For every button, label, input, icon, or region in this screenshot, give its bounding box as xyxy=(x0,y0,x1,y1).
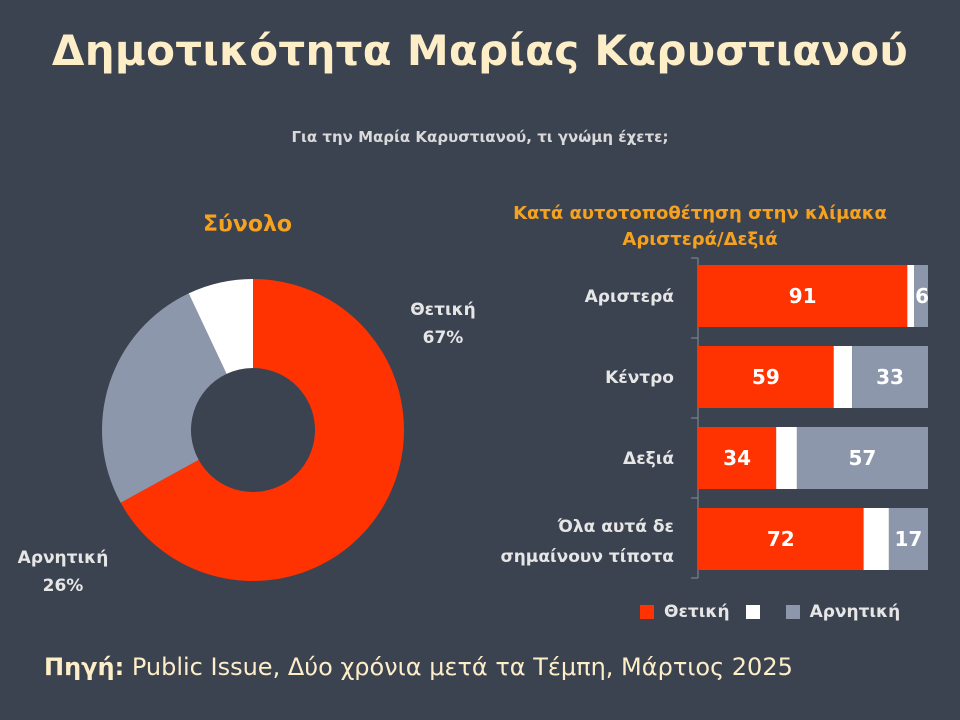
source-note: Πηγή: Public Issue, Δύο χρόνια μετά τα Τ… xyxy=(44,653,793,681)
survey-question: Για την Μαρία Καρυστιανού, τι γνώμη έχετ… xyxy=(291,128,669,146)
bar-segment-Θετική xyxy=(698,427,777,489)
donut-label-negative: Αρνητική 26% xyxy=(5,544,121,600)
donut-slice-Θετική xyxy=(120,279,405,581)
source-label: Πηγή: xyxy=(44,653,125,681)
legend-item-negative: Αρνητική xyxy=(785,602,901,622)
bar-value-label: 33 xyxy=(876,365,904,389)
source-text: Public Issue, Δύο χρόνια μετά τα Τέμπη, … xyxy=(131,653,793,681)
category-label: Δεξιά xyxy=(623,449,674,469)
bar-value-label: 34 xyxy=(723,446,751,470)
bar-value-label: 91 xyxy=(789,284,817,308)
donut-chart-title: Σύνολο xyxy=(202,212,293,237)
bar-segment-Αρνητική xyxy=(888,508,928,570)
bar-value-label: 59 xyxy=(752,365,780,389)
bar-segment-neutral xyxy=(776,427,797,489)
bar-segment-Θετική xyxy=(698,508,864,570)
bar-segment-Θετική xyxy=(698,265,908,327)
legend-swatch-positive xyxy=(640,605,654,619)
legend-swatch-neutral xyxy=(745,605,760,619)
category-label: Όλα αυτά δε σημαίνουν τίποτα xyxy=(500,517,674,567)
category-label: Κέντρο xyxy=(605,368,674,388)
legend: Θετική Αρνητική xyxy=(640,602,916,622)
bar-segment-neutral xyxy=(833,346,853,408)
bar-segment-neutral xyxy=(863,508,889,570)
bar-chart-title: Κατά αυτοτοποθέτηση στην κλίμακα Αριστερ… xyxy=(513,203,887,250)
donut-label-positive: Θετική 67% xyxy=(398,296,488,352)
legend-item-positive: Θετική xyxy=(640,602,730,622)
stacked-bar-chart: Αριστερά 91 6 Κέντρο 59 33 Δεξιά 34 57 Όλα αυτά δ… xyxy=(500,257,929,579)
bar-value-label: 17 xyxy=(895,527,923,551)
bar-segment-Αρνητική xyxy=(914,265,928,327)
legend-item-neutral xyxy=(745,605,770,619)
donut-chart xyxy=(101,279,405,581)
bar-value-label: 6 xyxy=(915,284,929,308)
donut-label-positive-pct: 67% xyxy=(422,328,464,348)
legend-label-positive: Θετική xyxy=(664,602,730,622)
donut-label-positive-name: Θετική xyxy=(410,300,476,320)
donut-slice-neutral xyxy=(188,279,253,374)
bar-segment-Αρνητική xyxy=(796,427,928,489)
chart-title: Δημοτικότητα Μαρίας Καρυστιανού xyxy=(51,26,909,75)
bar-segment-Θετική xyxy=(698,346,834,408)
donut-slice-Αρνητική xyxy=(101,293,227,503)
donut-label-negative-pct: 26% xyxy=(42,576,84,596)
legend-swatch-negative xyxy=(785,605,800,619)
category-label: Αριστερά xyxy=(585,287,674,307)
donut-label-negative-name: Αρνητική xyxy=(17,548,109,568)
bar-segment-Αρνητική xyxy=(852,346,928,408)
bar-segment-neutral xyxy=(907,265,915,327)
bar-value-label: 57 xyxy=(849,446,877,470)
bar-value-label: 72 xyxy=(767,527,795,551)
legend-label-negative: Αρνητική xyxy=(809,602,901,622)
